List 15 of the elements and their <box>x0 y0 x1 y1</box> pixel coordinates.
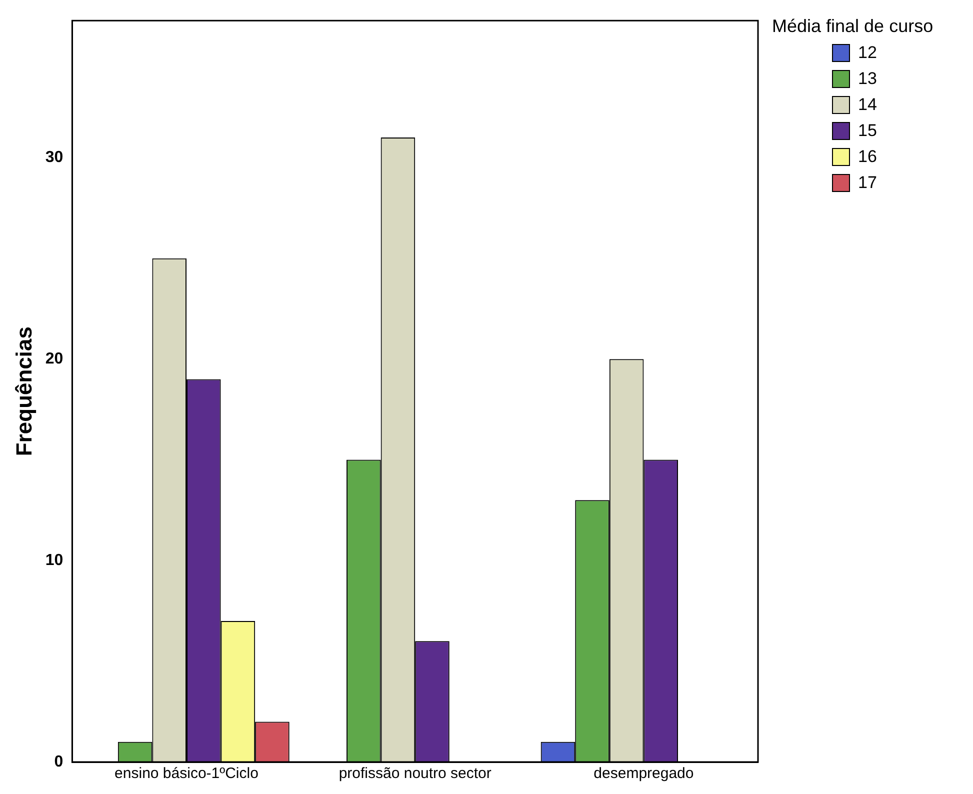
legend-label: 14 <box>858 95 877 115</box>
x-tick-label: desempregado <box>594 765 694 782</box>
x-tick-label: profissão noutro sector <box>338 765 492 782</box>
legend-label: 13 <box>858 69 877 89</box>
legend-label: 16 <box>858 147 877 167</box>
legend-label: 17 <box>858 173 877 193</box>
x-tick-label: ensino básico-1ºCiclo <box>114 765 258 782</box>
y-tick-label: 0 <box>54 753 64 770</box>
legend-label: 15 <box>858 121 877 141</box>
legend-title: Média final de curso <box>772 16 934 37</box>
legend-label: 12 <box>858 43 877 63</box>
y-tick-label: 10 <box>45 552 64 569</box>
y-tick-label: 30 <box>45 149 64 166</box>
y-tick-label: 20 <box>45 350 64 368</box>
y-axis-title: Frequências <box>11 326 36 456</box>
